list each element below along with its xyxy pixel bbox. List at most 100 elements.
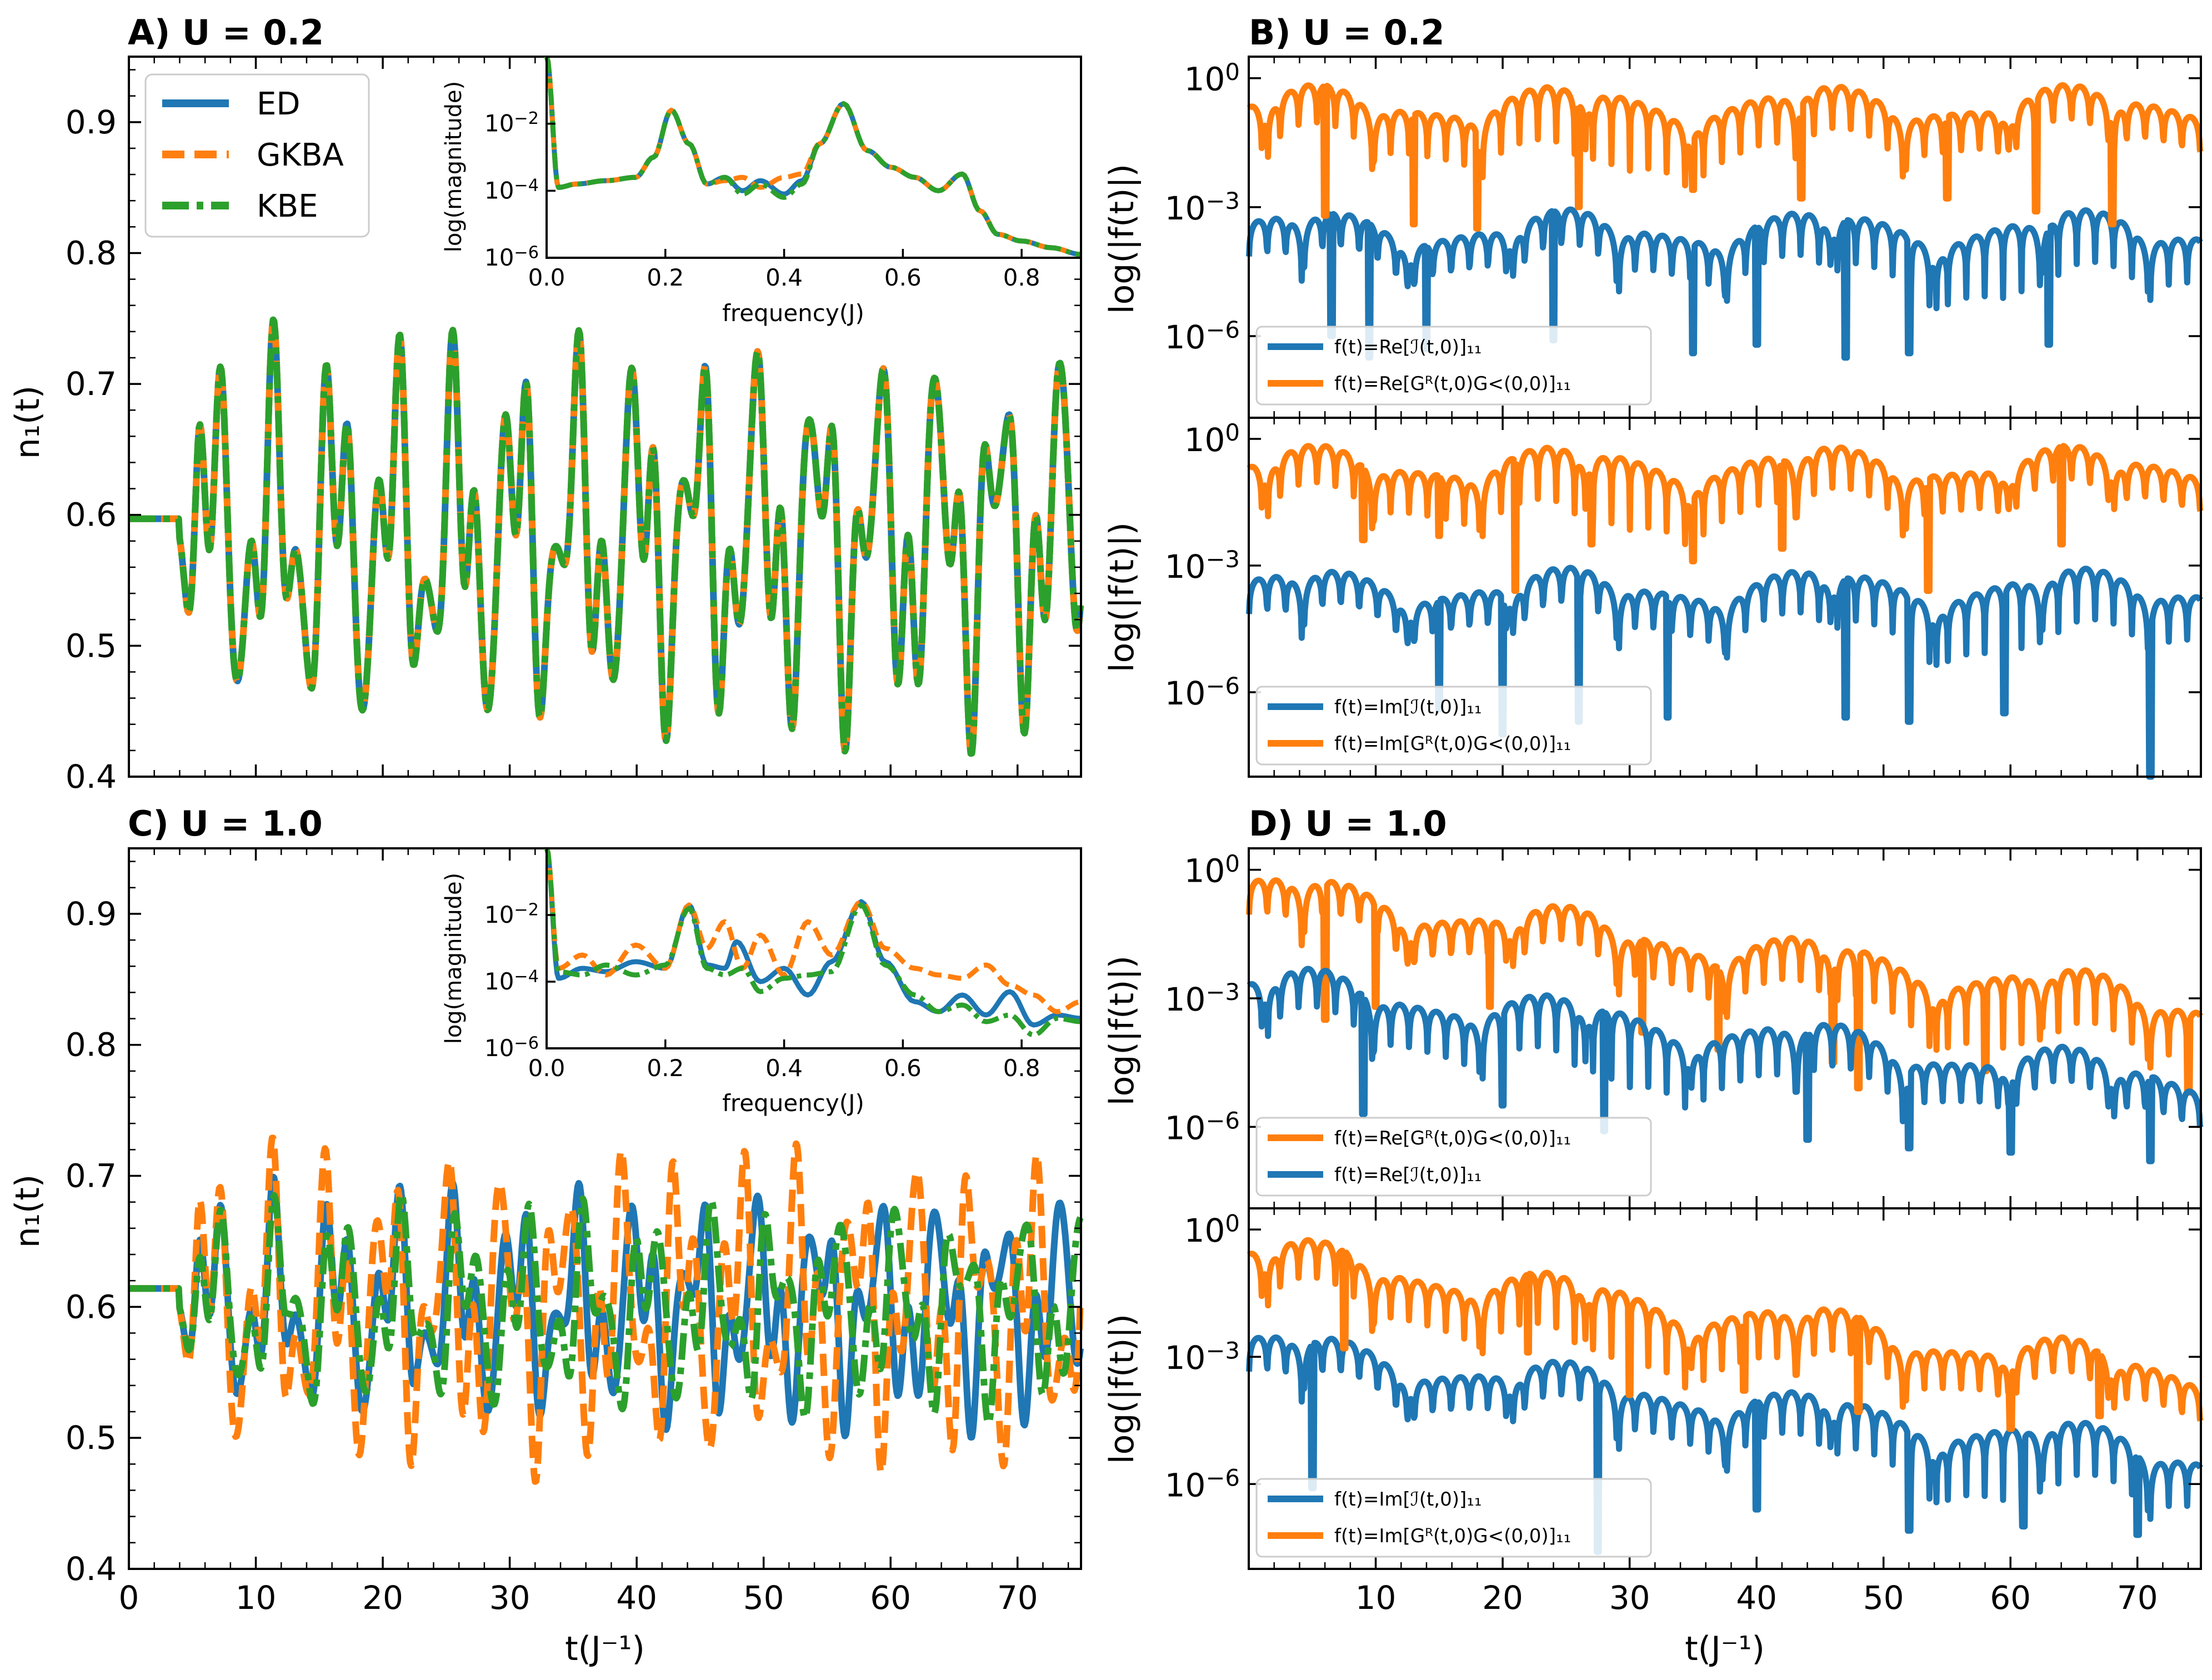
panel-d-bottom-ticks: 10 20 30 40 50 60 70 100 10−3 10−6	[1165, 1208, 2201, 1617]
y-tick-label: 100	[1184, 419, 1240, 459]
y-tick-label: 10−6	[1165, 316, 1240, 356]
inset-x-tick-label: 0.4	[765, 264, 803, 291]
inset-x-tick-label: 0.2	[647, 1054, 684, 1082]
panel-d-bottom-legend: f(t)=Im[ℐ(t,0)]₁₁ f(t)=Im[Gᴿ(t,0)G<(0,0)…	[1255, 1478, 1652, 1558]
x-tick-label: 10	[236, 1579, 277, 1617]
x-tick-label: 30	[489, 1579, 531, 1617]
x-tick-label: 30	[1609, 1579, 1650, 1617]
panel-a: A) U = 0.2 n₁(t) 0.4 0.5 0.6 0.7 0.8 0.9 ED G…	[8, 12, 1084, 796]
panel-a-legend-box	[144, 73, 370, 238]
inset-x-tick-label: 0.2	[647, 264, 684, 291]
panel-a-ticks: 0.4 0.5 0.6 0.7 0.8 0.9	[66, 57, 1081, 796]
inset-series-kbe	[544, 56, 1082, 257]
legend-label-d-im-i: f(t)=Im[ℐ(t,0)]₁₁	[1334, 1488, 1482, 1511]
series-line-grg	[1247, 1237, 2204, 1432]
panel-a-ylabel: n₁(t)	[8, 386, 47, 459]
panel-a-inset-ticks: 0.0 0.2 0.4 0.6 0.8 10−6 10−4 10−2	[484, 109, 1040, 291]
panel-c-inset-xlabel: frequency(J)	[722, 1089, 864, 1117]
inset-x-tick-label: 0.8	[1003, 1054, 1040, 1082]
series-line-grg	[1247, 443, 2204, 594]
panel-b-top-ylabel: log(|f(t)|)	[1103, 164, 1142, 314]
x-tick-label: 70	[997, 1579, 1038, 1617]
y-tick-label: 0.8	[66, 1026, 117, 1064]
legend-label-gkba: GKBA	[257, 137, 344, 173]
panel-c-plot-area	[126, 1134, 1084, 1485]
x-tick-label: 20	[362, 1579, 403, 1617]
legend-label-re-i: f(t)=Re[ℐ(t,0)]₁₁	[1334, 336, 1482, 358]
series-line-grg	[1246, 877, 2203, 1096]
y-tick-label: 0.6	[66, 496, 117, 534]
panel-b-bottom-legend: f(t)=Im[ℐ(t,0)]₁₁ f(t)=Im[Gᴿ(t,0)G<(0,0)…	[1255, 686, 1652, 766]
inset-series-gkba	[544, 847, 1082, 1014]
panel-c-inset-ylabel: log(magnitude)	[441, 873, 467, 1044]
y-tick-label: 10−3	[1165, 187, 1240, 227]
panel-d-bottom-plot-area	[1246, 1237, 2204, 1555]
panel-c: C) U = 1.0 n₁(t) 0 10 20 30 40 50 60 70 0.4 0.5 0.…	[8, 803, 1084, 1668]
panel-b: B) U = 0.2 log(|f(t)|) 100 10−3 10−6 f(t)=…	[1103, 12, 2204, 780]
inset-y-tick-label: 10−2	[484, 109, 539, 137]
y-tick-label: 0.9	[66, 895, 117, 933]
y-tick-label: 0.4	[66, 758, 117, 796]
panel-d-bottom-ylabel: log(|f(t)|)	[1103, 1314, 1142, 1464]
series-line-kbe	[126, 316, 1084, 757]
panel-d-top-ylabel: log(|f(t)|)	[1103, 956, 1142, 1106]
inset-series-kbe	[544, 847, 1082, 1038]
x-tick-label: 60	[870, 1579, 911, 1617]
y-tick-label: 100	[1184, 850, 1240, 890]
y-tick-label: 10−6	[1165, 1107, 1240, 1147]
y-tick-label: 10−3	[1165, 978, 1240, 1018]
y-tick-label: 10−6	[1165, 672, 1240, 712]
y-tick-label: 10−3	[1165, 1337, 1240, 1377]
panel-d-bottom-legend-box	[1255, 1478, 1652, 1558]
panel-b-bottom-frame	[1248, 417, 2202, 778]
panel-c-inset-bg	[547, 848, 1081, 1048]
series-line-grg	[1247, 82, 2204, 232]
panel-a-inset-ylabel: log(magnitude)	[441, 81, 467, 253]
series-line-i	[1246, 1334, 2203, 1555]
series-line-i	[1247, 966, 2204, 1164]
inset-y-tick-label: 10−4	[484, 176, 539, 204]
panel-c-inset-ticks: 0.0 0.2 0.4 0.6 0.8 10−6 10−4 10−2	[484, 900, 1040, 1082]
inset-y-tick-label: 10−6	[484, 1033, 539, 1062]
inset-x-tick-label: 0.8	[1003, 264, 1040, 291]
inset-y-tick-label: 10−2	[484, 900, 539, 928]
inset-x-tick-label: 0.0	[528, 1054, 565, 1082]
y-tick-label: 0.7	[66, 365, 117, 403]
y-tick-label: 0.7	[66, 1157, 117, 1195]
x-tick-label: 10	[1355, 1579, 1397, 1617]
panel-c-title: C) U = 1.0	[128, 803, 323, 844]
panel-a-inset: 0.0 0.2 0.4 0.6 0.8 10−6 10−4 10−2 log(magnitud…	[441, 56, 1082, 327]
inset-x-tick-label: 0.6	[884, 264, 922, 291]
panel-c-inset: 0.0 0.2 0.4 0.6 0.8 10−6 10−4 10−2 log(magnitud…	[441, 847, 1082, 1117]
y-tick-label: 0.4	[66, 1550, 117, 1588]
y-tick-label: 0.6	[66, 1288, 117, 1326]
panel-d-xlabel: t(J⁻¹)	[1685, 1629, 1765, 1668]
panel-d-title: D) U = 1.0	[1249, 803, 1447, 844]
legend-label-ed: ED	[257, 86, 301, 122]
panel-b-bottom-ylabel: log(|f(t)|)	[1103, 522, 1142, 672]
legend-label-im-i: f(t)=Im[ℐ(t,0)]₁₁	[1334, 696, 1482, 718]
x-tick-label: 60	[1990, 1579, 2031, 1617]
panel-a-legend: ED GKBA KBE	[144, 73, 370, 238]
x-tick-label: 40	[616, 1579, 657, 1617]
y-tick-label: 0.8	[66, 234, 117, 272]
series-line-kbe	[126, 1190, 1084, 1427]
legend-label-kbe: KBE	[257, 188, 318, 224]
panel-b-bottom-ticks: 100 10−3 10−6	[1165, 418, 2201, 777]
legend-label-d-re-i: f(t)=Re[ℐ(t,0)]₁₁	[1334, 1164, 1482, 1186]
legend-label-d-re-grg: f(t)=Re[Gᴿ(t,0)G<(0,0)]₁₁	[1334, 1127, 1571, 1149]
legend-label-re-grg: f(t)=Re[Gᴿ(t,0)G<(0,0)]₁₁	[1334, 373, 1571, 395]
y-tick-label: 0.5	[66, 627, 117, 664]
series-line-i	[1246, 206, 2203, 361]
panel-b-bottom-legend-box	[1255, 686, 1652, 766]
inset-y-tick-label: 10−4	[484, 967, 539, 995]
panel-a-inset-frame	[546, 56, 1082, 259]
panel-a-title: A) U = 0.2	[128, 12, 324, 53]
panel-d-bottom-frame	[1248, 1207, 2202, 1570]
panel-c-inset-plot	[544, 847, 1082, 1038]
panel-a-plot-area	[126, 316, 1084, 757]
panel-a-inset-xlabel: frequency(J)	[722, 299, 864, 327]
panel-c-ylabel: n₁(t)	[8, 1174, 47, 1248]
panel-a-inset-plot	[544, 56, 1082, 257]
